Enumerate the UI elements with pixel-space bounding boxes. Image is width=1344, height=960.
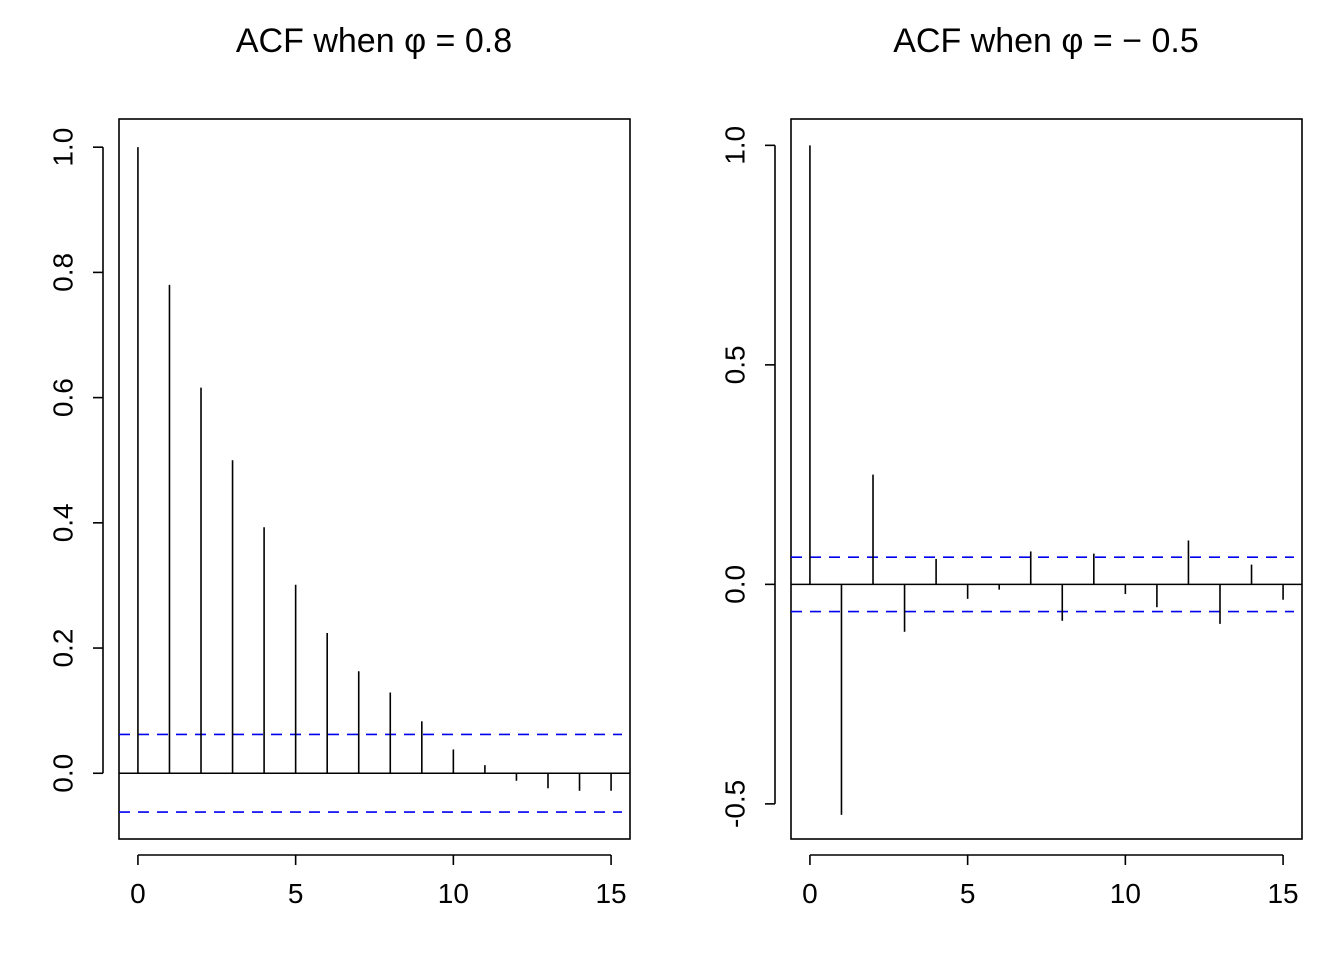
- y-tick-label-left: 0.4: [47, 503, 78, 542]
- y-tick-label-left: 1.0: [47, 128, 78, 167]
- x-tick-label-left: 10: [438, 878, 469, 909]
- plot-frame-right: [790, 118, 1303, 840]
- x-tick-label-left: 15: [595, 878, 626, 909]
- x-tick-label-left: 0: [130, 878, 146, 909]
- acf-panel-left: ACF when φ = 0.8 0 5 10 15 0.0 0.2 0.4 0.6 0.8 1.…: [47, 22, 631, 909]
- x-tick-label-right: 10: [1110, 878, 1141, 909]
- chart-title-right: ACF when φ = − 0.5: [893, 22, 1199, 60]
- x-tick-label-right: 15: [1267, 878, 1298, 909]
- y-tick-label-right: 0.0: [719, 565, 750, 604]
- acf-panel-right: ACF when φ = − 0.5 0 5 10 15 -0.5 0.0 0.5 1.0: [719, 22, 1303, 909]
- y-tick-label-right: 1.0: [719, 126, 750, 165]
- plot-frame-left: [118, 118, 631, 840]
- x-tick-label-right: 0: [802, 878, 818, 909]
- y-tick-label-left: 0.6: [47, 378, 78, 417]
- y-tick-label-left: 0.0: [47, 754, 78, 793]
- chart-title-left: ACF when φ = 0.8: [236, 22, 512, 60]
- y-tick-label-left: 0.2: [47, 629, 78, 668]
- x-tick-label-right: 5: [960, 878, 976, 909]
- y-tick-label-right: -0.5: [719, 780, 750, 828]
- y-tick-label-left: 0.8: [47, 253, 78, 292]
- x-tick-label-left: 5: [288, 878, 304, 909]
- y-tick-label-right: 0.5: [719, 345, 750, 384]
